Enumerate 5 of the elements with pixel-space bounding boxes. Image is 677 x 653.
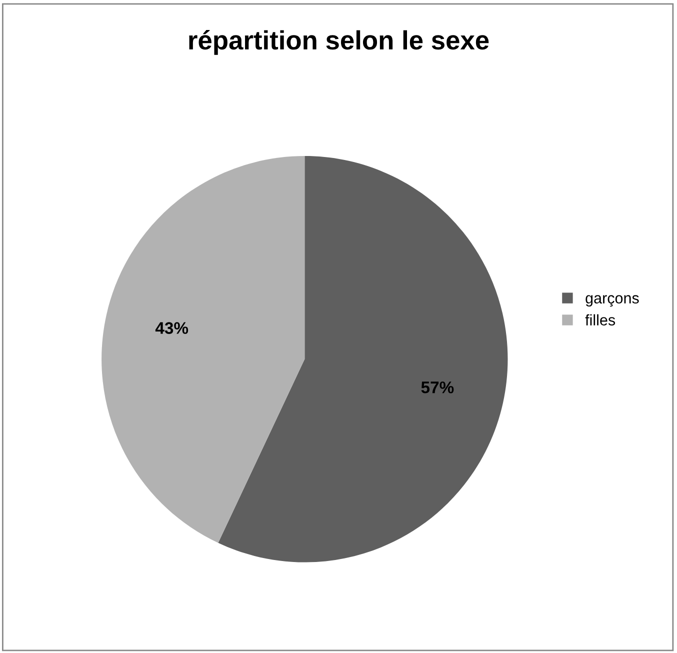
legend-label: garçons bbox=[586, 295, 639, 307]
legend-label: filles bbox=[585, 314, 616, 326]
chart-title: répartition selon le sexe bbox=[189, 30, 489, 55]
data-label: 43% bbox=[155, 322, 188, 334]
data-label: 57% bbox=[421, 382, 454, 394]
